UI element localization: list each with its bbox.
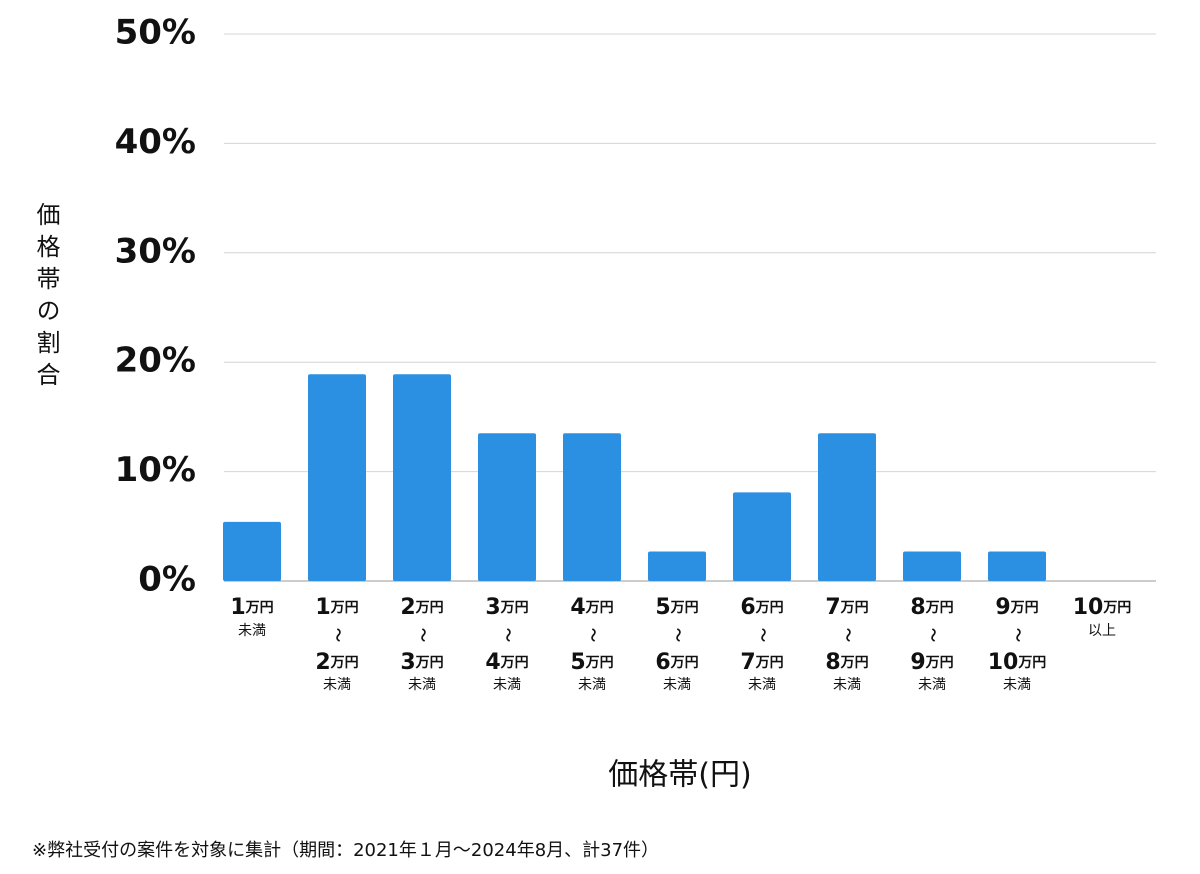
bar [308,374,366,581]
x-tick-label: 10万円 [988,650,1047,675]
x-tick-label: 6万円 [740,595,783,620]
x-tick-label: 未満 [408,677,436,693]
x-tick-label: 未満 [918,677,946,693]
x-tick-label: 5万円 [570,650,613,675]
x-tick-label: 3万円 [400,650,443,675]
x-tick-label: 以上 [1088,623,1116,639]
bar [223,521,281,581]
bar [903,551,961,581]
y-axis-label: 価格帯の割合 [32,202,60,394]
x-tick-label: 〜 [669,628,685,642]
x-tick-label: 〜 [1009,628,1025,642]
x-tick-label: 未満 [1003,677,1031,693]
x-tick-label: 2万円 [400,595,443,620]
x-tick-label: 未満 [578,677,606,693]
bar [733,492,791,581]
x-tick-label: 未満 [323,677,351,693]
x-tick-label: 〜 [584,628,600,642]
x-tick-label: 9万円 [910,650,953,675]
bar [393,374,451,581]
x-tick-label: 未満 [663,677,691,693]
x-tick-label: 4万円 [570,595,613,620]
y-tick-label: 20% [115,341,196,381]
x-tick-label: 未満 [238,623,266,639]
x-tick-label: 〜 [754,628,770,642]
x-tick-label: 5万円 [655,595,698,620]
bar [818,433,876,581]
x-tick-label: 4万円 [485,650,528,675]
x-tick-label: 〜 [839,628,855,642]
y-tick-label: 10% [115,450,196,490]
x-tick-label: 7万円 [825,595,868,620]
y-tick-label: 50% [115,13,196,53]
x-tick-label: 1万円 [230,595,273,620]
x-tick-label: 〜 [414,628,430,642]
x-tick-label: 〜 [329,628,345,642]
x-tick-label: 未満 [493,677,521,693]
x-tick-label: 8万円 [910,595,953,620]
x-tick-label: 未満 [748,677,776,693]
x-tick-label: 2万円 [315,650,358,675]
x-tick-label: 3万円 [485,595,528,620]
bar [988,551,1046,581]
x-tick-label: 〜 [499,628,515,642]
x-tick-label: 9万円 [995,595,1038,620]
bar [478,433,536,581]
y-tick-label: 40% [115,122,196,162]
x-axis-label: 価格帯(円) [608,758,751,793]
x-tick-label: 6万円 [655,650,698,675]
x-tick-label: 未満 [833,677,861,693]
x-tick-label: 1万円 [315,595,358,620]
footnote: ※弊社受付の案件を対象に集計（期間：2021年１月～2024年8月、計37件） [32,840,659,861]
x-tick-label: 〜 [924,628,940,642]
x-tick-label: 10万円 [1073,595,1132,620]
y-tick-label: 30% [115,231,196,271]
x-tick-label: 8万円 [825,650,868,675]
bar [563,433,621,581]
x-tick-label: 7万円 [740,650,783,675]
y-tick-label: 0% [138,560,196,600]
bar [648,551,706,581]
